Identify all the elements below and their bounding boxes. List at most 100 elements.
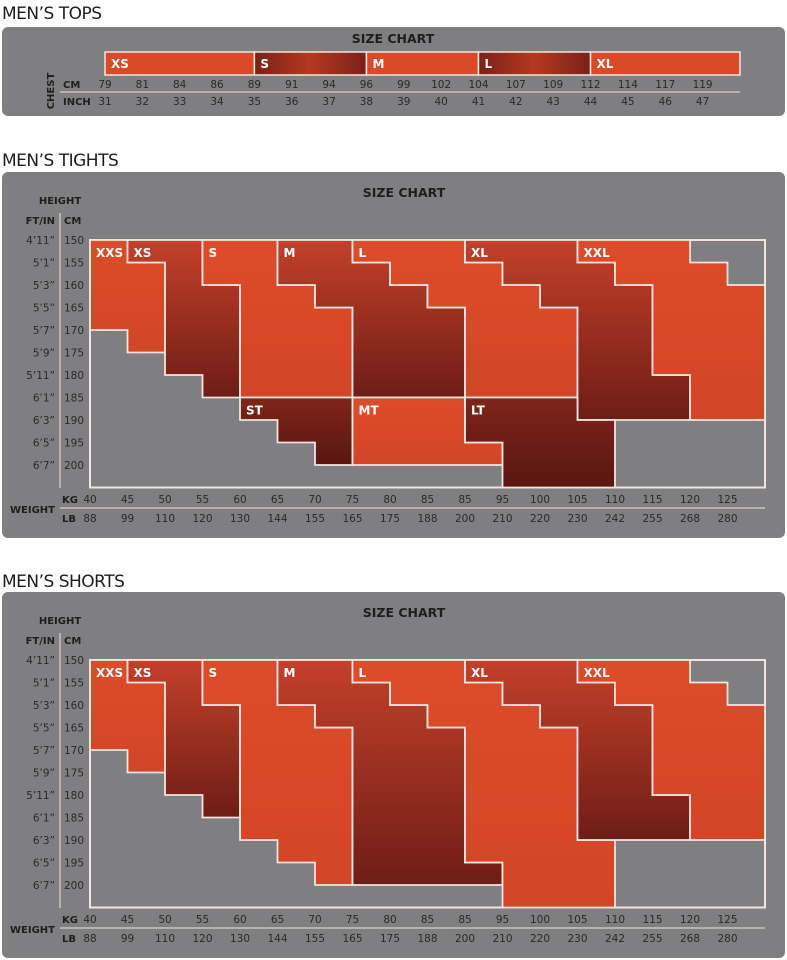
lb-tick: 268: [680, 933, 700, 945]
kg-tick: 70: [308, 914, 321, 926]
cm-value: 86: [210, 79, 224, 91]
ftin-tick: 5’5”: [33, 303, 55, 315]
inch-value: 35: [248, 96, 261, 108]
inch-value: 37: [322, 96, 335, 108]
weight-label: WEIGHT: [10, 505, 55, 516]
tights-chart-title: SIZE CHART: [363, 185, 446, 200]
cm-value: 114: [618, 79, 638, 91]
lb-tick: 210: [492, 933, 512, 945]
lb-tick: 155: [305, 513, 325, 525]
size-label: MT: [359, 404, 380, 418]
cm-tick: 160: [64, 280, 84, 292]
size-label: XS: [134, 246, 152, 260]
cm-tick: 165: [64, 723, 84, 735]
size-label: XL: [471, 246, 488, 260]
kg-row-label: KG: [62, 915, 78, 926]
size-region-xxl: [576, 659, 766, 841]
lb-tick: 230: [567, 933, 587, 945]
inch-row-label: INCH: [63, 97, 91, 108]
lb-tick: 130: [230, 513, 250, 525]
kg-tick: 120: [680, 914, 700, 926]
inch-value: 41: [472, 96, 485, 108]
kg-tick: 45: [121, 914, 134, 926]
ftin-tick: 5’1”: [33, 258, 55, 270]
size-label: M: [284, 666, 296, 680]
lb-row-label: LB: [62, 934, 76, 945]
kg-tick: 105: [567, 914, 587, 926]
lb-tick: 120: [192, 513, 212, 525]
inch-value: 39: [397, 96, 410, 108]
cm-tick: 155: [64, 678, 84, 690]
cm-tick: 175: [64, 348, 84, 360]
cm-tick: 190: [64, 415, 84, 427]
size-region-xxl: [576, 239, 766, 421]
cm-tick: 185: [64, 393, 84, 405]
lb-tick: 255: [642, 513, 662, 525]
lb-tick: 175: [380, 933, 400, 945]
lb-tick: 175: [380, 513, 400, 525]
lb-tick: 88: [83, 513, 96, 525]
lb-tick: 110: [155, 513, 175, 525]
size-label: M: [284, 246, 296, 260]
kg-tick: 60: [233, 494, 246, 506]
shorts-section-title: MEN’S SHORTS: [2, 572, 124, 592]
inch-value: 32: [136, 96, 149, 108]
size-label: XL: [597, 57, 614, 71]
size-label: S: [209, 246, 218, 260]
chest-label: CHEST: [46, 73, 57, 110]
cm-value: 84: [173, 79, 187, 91]
cm-tick: 195: [64, 858, 84, 870]
cm-tick: 200: [64, 880, 84, 892]
inch-value: 47: [696, 96, 709, 108]
ftin-header: FT/IN: [26, 216, 55, 227]
kg-tick: 55: [196, 914, 209, 926]
inch-value: 38: [360, 96, 373, 108]
size-label: XS: [111, 57, 129, 71]
kg-tick: 65: [271, 914, 284, 926]
size-region-lt: [464, 396, 616, 489]
lb-tick: 99: [121, 513, 134, 525]
lb-tick: 210: [492, 513, 512, 525]
lb-tick: 110: [155, 933, 175, 945]
size-label: XXS: [96, 666, 123, 680]
lb-tick: 165: [342, 513, 362, 525]
lb-tick: 280: [717, 933, 737, 945]
size-label: L: [485, 57, 493, 71]
cm-tick: 150: [64, 235, 84, 247]
lb-tick: 220: [530, 513, 550, 525]
cm-value: 119: [693, 79, 713, 91]
size-label: S: [209, 666, 218, 680]
kg-tick: 65: [271, 494, 284, 506]
size-label: XXL: [584, 666, 611, 680]
kg-tick: 125: [717, 914, 737, 926]
kg-tick: 75: [346, 494, 359, 506]
kg-tick: 95: [496, 494, 509, 506]
kg-tick: 115: [642, 494, 662, 506]
kg-tick: 95: [496, 914, 509, 926]
cm-value: 104: [468, 79, 488, 91]
lb-tick: 165: [342, 933, 362, 945]
kg-tick: 60: [233, 914, 246, 926]
size-label: S: [260, 57, 269, 71]
cm-value: 109: [543, 79, 563, 91]
inch-value: 44: [584, 96, 598, 108]
size-bar-xl: [589, 51, 741, 76]
inch-value: 43: [547, 96, 560, 108]
size-label: XS: [134, 666, 152, 680]
size-label: L: [359, 246, 367, 260]
cm-value: 107: [506, 79, 526, 91]
cm-tick: 175: [64, 768, 84, 780]
size-label: LT: [471, 404, 486, 418]
cm-value: 89: [248, 79, 261, 91]
ftin-tick: 5’3”: [33, 700, 55, 712]
cm-tick: 170: [64, 745, 84, 757]
lb-tick: 230: [567, 513, 587, 525]
tights-chart: HEIGHT FT/IN CM 4’11” 5’1” 5’3” 5’5” 5’7” 5’9” 5’…: [10, 196, 766, 525]
size-label: XXS: [96, 246, 123, 260]
kg-tick: 125: [717, 494, 737, 506]
shorts-chart-title: SIZE CHART: [363, 605, 446, 620]
tops-chart: XS S M L XL CM INCH CHEST 79 81 84 86 89 91 94 96 99 102 1…: [46, 51, 741, 110]
lb-tick: 268: [680, 513, 700, 525]
cm-tick: 180: [64, 790, 84, 802]
weight-label: WEIGHT: [10, 925, 55, 936]
